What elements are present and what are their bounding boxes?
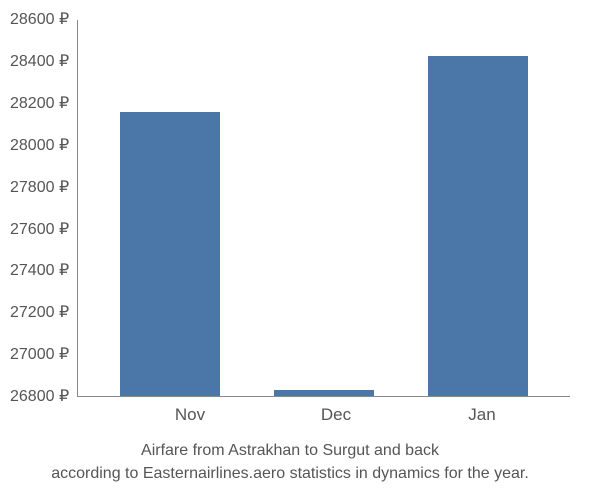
caption-line-2: according to Easternairlines.aero statis… [20,463,560,485]
caption-line-1: Airfare from Astrakhan to Surgut and bac… [20,440,560,462]
x-axis: Nov Dec Jan [102,397,570,425]
bars-area [77,20,570,397]
airfare-chart: 28600 ₽28400 ₽28200 ₽28000 ₽27800 ₽27600… [10,20,570,425]
x-tick: Dec [286,405,386,425]
y-axis: 28600 ₽28400 ₽28200 ₽28000 ₽27800 ₽27600… [10,20,77,397]
chart-caption: Airfare from Astrakhan to Surgut and bac… [10,425,570,490]
plot-area: 28600 ₽28400 ₽28200 ₽28000 ₽27800 ₽27600… [10,20,570,397]
bar-nov [120,112,220,396]
bar-dec [274,390,374,396]
x-tick: Nov [140,405,240,425]
bar-jan [428,56,528,397]
x-tick: Jan [432,405,532,425]
